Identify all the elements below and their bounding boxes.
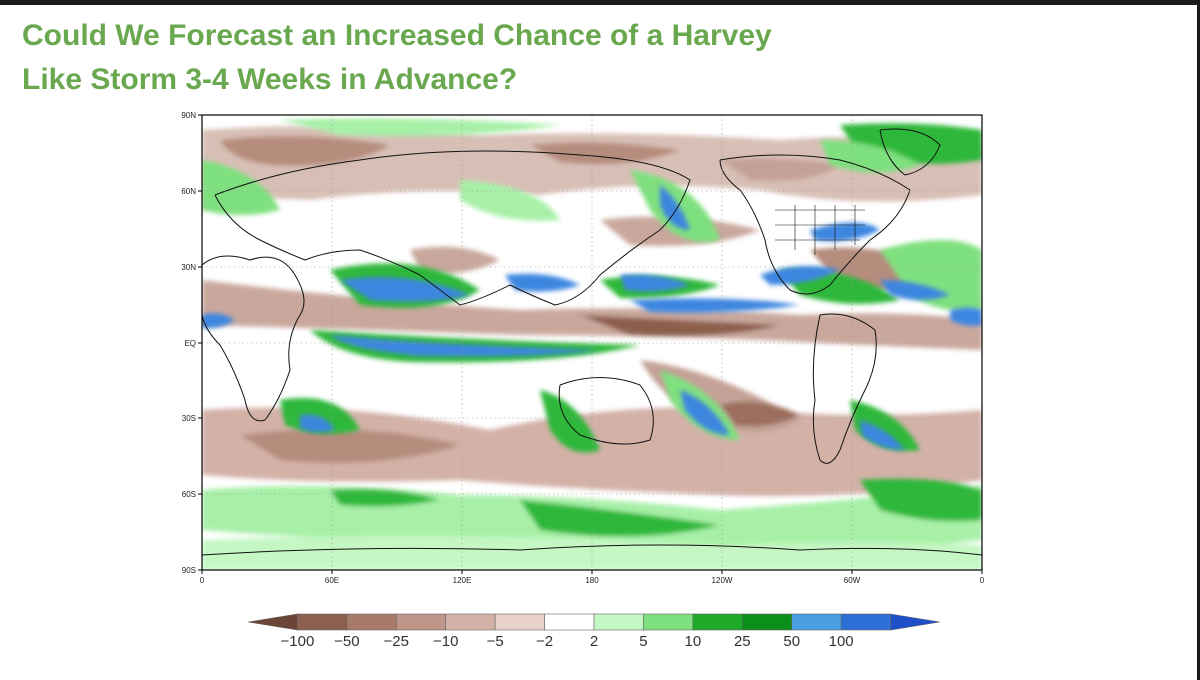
colorbar-swatch bbox=[445, 613, 496, 631]
colorbar-tick-label: −25 bbox=[384, 633, 409, 650]
colorbar-swatch bbox=[791, 613, 842, 631]
colorbar-swatch bbox=[544, 613, 595, 631]
colorbar-swatch bbox=[692, 613, 743, 631]
antarctica-outline bbox=[202, 544, 982, 556]
greenland-outline bbox=[879, 128, 941, 176]
continent-outlines bbox=[202, 128, 982, 556]
strong-wet-anomaly-fields bbox=[202, 185, 982, 450]
north-america-outline bbox=[719, 154, 911, 295]
lat-label-eq: EQ bbox=[184, 339, 196, 348]
lon-label-60w: 60W bbox=[844, 576, 861, 585]
lat-label-90s: 90S bbox=[182, 566, 196, 575]
wet-anomaly-fields bbox=[202, 118, 982, 570]
title-line-1: Could We Forecast an Increased Chance of… bbox=[22, 19, 772, 52]
lon-label-60e: 60E bbox=[325, 576, 339, 585]
precipitation-anomaly-map: 90N 60N 30N EQ 30S 60S 90S 0 60E 120E 18… bbox=[181, 111, 985, 585]
lat-label-60s: 60S bbox=[182, 490, 196, 499]
colorbar-swatch bbox=[297, 613, 348, 631]
lat-label-30s: 30S bbox=[182, 414, 196, 423]
colorbar-swatch bbox=[494, 613, 545, 631]
colorbar-swatch bbox=[890, 613, 941, 631]
colorbar-labels: −100 −50 −25 −10 −5 −2 2 5 10 25 50 100 bbox=[281, 633, 854, 650]
colorbar-tick-label: 100 bbox=[829, 633, 854, 650]
colorbar-tick-label: −100 bbox=[281, 633, 315, 650]
colorbar-swatch bbox=[840, 613, 891, 631]
colorbar-tick-label: 2 bbox=[590, 633, 598, 650]
colorbar-tick-label: −2 bbox=[536, 633, 553, 650]
australia-outline bbox=[558, 377, 654, 445]
colorbar-swatch bbox=[741, 613, 793, 631]
colorbar-tick-label: −10 bbox=[433, 633, 458, 650]
eurasia-outline bbox=[214, 150, 691, 306]
africa-outline bbox=[202, 255, 305, 422]
lat-label-90n: 90N bbox=[181, 111, 196, 120]
colorbar-tick-label: 50 bbox=[783, 633, 800, 650]
colorbar-swatches bbox=[247, 613, 941, 631]
colorbar-tick-label: −50 bbox=[334, 633, 359, 650]
top-border bbox=[0, 0, 1200, 5]
lat-label-60n: 60N bbox=[181, 187, 196, 196]
colorbar-tick-label: 5 bbox=[639, 633, 647, 650]
lon-label-180: 180 bbox=[585, 576, 599, 585]
colorbar-tick-label: 25 bbox=[734, 633, 751, 650]
us-state-grid bbox=[775, 205, 865, 255]
dry-anomaly-fields bbox=[202, 126, 982, 496]
colorbar-swatch bbox=[643, 613, 694, 631]
graticule bbox=[202, 115, 982, 570]
colorbar-swatch bbox=[593, 613, 644, 631]
colorbar-swatch bbox=[346, 613, 397, 631]
lon-label-0-right: 0 bbox=[980, 576, 985, 585]
axis-ticks bbox=[198, 114, 983, 574]
lon-label-0-left: 0 bbox=[200, 576, 205, 585]
colorbar-swatch bbox=[395, 613, 447, 631]
title-line-2: Like Storm 3-4 Weeks in Advance? bbox=[22, 63, 518, 96]
colorbar: −100 −50 −25 −10 −5 −2 2 5 10 25 50 100 bbox=[247, 613, 941, 650]
lat-label-30n: 30N bbox=[181, 263, 196, 272]
south-america-outline bbox=[812, 313, 877, 464]
lon-label-120w: 120W bbox=[712, 576, 733, 585]
colorbar-swatch bbox=[247, 613, 298, 631]
colorbar-tick-label: 10 bbox=[685, 633, 702, 650]
right-border bbox=[1197, 0, 1200, 680]
lon-label-120e: 120E bbox=[453, 576, 472, 585]
slide-title: Could We Forecast an Increased Chance of… bbox=[22, 14, 922, 102]
colorbar-tick-label: −5 bbox=[487, 633, 504, 650]
